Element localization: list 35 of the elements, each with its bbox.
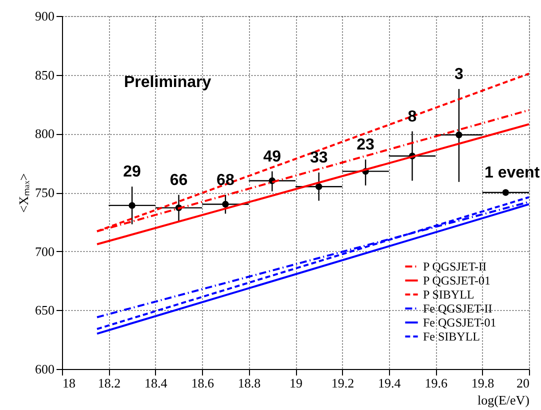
x-tick-label: 18.2 [98, 376, 121, 390]
annotation: 3 [454, 66, 464, 83]
x-tick-label: 19.6 [424, 376, 448, 390]
x-axis-title: log(E/eV) [478, 392, 530, 408]
y-axis-title: <Xₘₐₓ> [16, 173, 31, 213]
x-tick-label: 20 [516, 376, 530, 390]
legend-label: Fe QGSJET-01 [423, 316, 496, 330]
x-tick-label: 18.4 [144, 376, 168, 390]
legend-label: Fe QGSJET-II [423, 302, 492, 316]
y-tick-label: 600 [35, 362, 54, 376]
legend-label: P SIBYLL [423, 288, 474, 302]
legend-label: P QGSJET-II [423, 260, 486, 274]
legend-label: P QGSJET-01 [423, 274, 490, 288]
y-tick-label: 700 [35, 244, 54, 259]
annotation: Preliminary [124, 74, 212, 91]
x-tick-label: 19 [290, 376, 302, 390]
x-tick-label: 18 [62, 376, 76, 390]
legend-label: Fe SIBYLL [423, 330, 480, 344]
annotation: 33 [310, 149, 328, 166]
y-tick-label: 850 [35, 67, 54, 82]
annotation: 29 [123, 164, 142, 181]
x-tick-label: 19.4 [378, 376, 402, 390]
x-tick-label: 19.2 [331, 376, 354, 390]
annotation: 68 [216, 172, 234, 189]
annotation: 49 [263, 148, 282, 166]
x-tick-label: 18.6 [191, 376, 214, 390]
annotation: 66 [170, 172, 188, 189]
annotation: 1 event [484, 164, 540, 182]
y-tick-label: 650 [35, 302, 54, 318]
x-tick-label: 18.8 [238, 376, 261, 390]
y-tick-label: 750 [35, 185, 54, 200]
annotation: 23 [356, 136, 375, 154]
y-tick-label: 900 [35, 8, 54, 24]
x-tick-label: 19.8 [471, 376, 494, 390]
y-tick-label: 800 [35, 126, 54, 142]
